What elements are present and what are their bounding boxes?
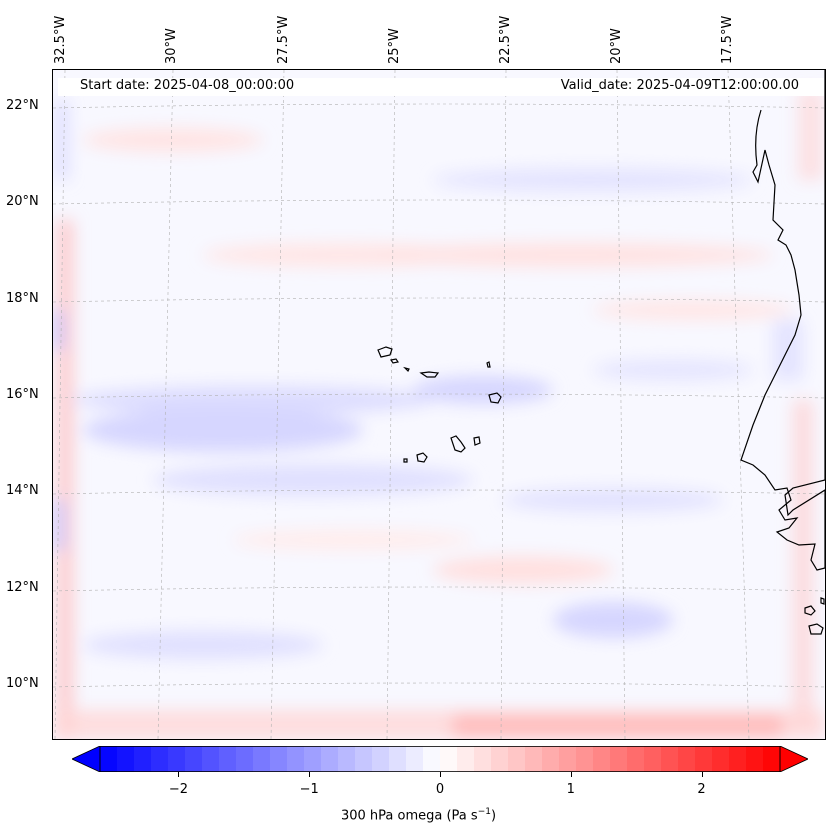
- lon-label: 30°W: [164, 28, 179, 64]
- lat-label: 14°N: [6, 483, 39, 498]
- colorbar-level: [576, 746, 594, 772]
- colorbar-level: [440, 746, 458, 772]
- variable-name: 300 hPa omega: [340, 808, 443, 824]
- colorbar-tick-label: −1: [299, 782, 319, 797]
- lon-label: 17.5°W: [720, 15, 735, 64]
- coastal-islands: [804, 597, 825, 635]
- island-outlines: [377, 346, 502, 463]
- colorbar-level: [253, 746, 271, 772]
- omega-field-map: [53, 70, 825, 739]
- colorbar-level: [491, 746, 509, 772]
- colorbar-level: [423, 746, 441, 772]
- colorbar-level: [525, 746, 543, 772]
- map-plot-area: [52, 69, 826, 740]
- colorbar-level: [474, 746, 492, 772]
- colorbar-level: [457, 746, 475, 772]
- colorbar-level: [219, 746, 237, 772]
- colorbar-level: [321, 746, 339, 772]
- lon-label: 22.5°W: [498, 15, 513, 64]
- colorbar-level: [678, 746, 696, 772]
- colorbar-tick-label: 1: [566, 782, 575, 797]
- colorbar-level: [746, 746, 764, 772]
- lat-label: 22°N: [6, 98, 39, 113]
- lat-label: 12°N: [6, 580, 39, 595]
- colorbar-level: [593, 746, 611, 772]
- colorbar-level: [542, 746, 560, 772]
- colorbar-tick-label: 0: [435, 782, 445, 797]
- colorbar-level: [134, 746, 152, 772]
- valid-date-label: Valid_date: 2025-04-09T12:00:00.00: [558, 78, 801, 93]
- colorbar: [72, 746, 808, 772]
- units: Pa s: [451, 808, 478, 824]
- omega-shading: [53, 90, 825, 739]
- colorbar-level: [185, 746, 203, 772]
- lon-label: 27.5°W: [276, 15, 291, 64]
- colorbar-tick-label: −2: [168, 782, 189, 797]
- colorbar-level: [372, 746, 390, 772]
- colorbar-label: 300 hPa omega (Pa s−1): [340, 807, 497, 824]
- lon-label: 32.5°W: [53, 15, 68, 64]
- colorbar-level: [712, 746, 730, 772]
- colorbar-level: [100, 746, 118, 772]
- colorbar-levels: [100, 746, 781, 772]
- colorbar-level: [338, 746, 356, 772]
- lon-label: 25°W: [387, 28, 402, 64]
- colorbar-level: [236, 746, 254, 772]
- colorbar-level: [559, 746, 577, 772]
- colorbar-level: [610, 746, 628, 772]
- colorbar-level: [270, 746, 288, 772]
- lat-label: 18°N: [6, 291, 39, 306]
- colorbar-tick-mark: [309, 772, 311, 777]
- colorbar-level: [287, 746, 305, 772]
- colorbar-tick-label: 2: [697, 782, 706, 797]
- colorbar-extend-max: [779, 746, 808, 772]
- colorbar-level: [644, 746, 662, 772]
- coastline: [740, 70, 825, 571]
- colorbar-tick-mark: [701, 772, 703, 777]
- colorbar-outline: [99, 746, 781, 772]
- colorbar-level: [695, 746, 713, 772]
- colorbar-level: [406, 746, 424, 772]
- colorbar-level: [627, 746, 645, 772]
- graticule: [53, 70, 825, 739]
- colorbar-tick-mark: [440, 772, 441, 777]
- colorbar-level: [389, 746, 407, 772]
- colorbar-level: [304, 746, 322, 772]
- colorbar-extend-min: [72, 746, 101, 772]
- colorbar-level: [729, 746, 747, 772]
- units-exponent: −1: [477, 807, 491, 817]
- lat-label: 10°N: [6, 676, 39, 691]
- colorbar-level: [151, 746, 169, 772]
- colorbar-tick-mark: [570, 772, 572, 777]
- colorbar-level: [763, 746, 781, 772]
- start-date-label: Start date: 2025-04-08_00:00:00: [78, 78, 297, 93]
- colorbar-level: [508, 746, 526, 772]
- colorbar-level: [117, 746, 135, 772]
- colorbar-level: [661, 746, 679, 772]
- colorbar-tick-mark: [178, 772, 180, 777]
- colorbar-level: [168, 746, 186, 772]
- lat-label: 20°N: [6, 194, 39, 209]
- lat-label: 16°N: [6, 387, 39, 402]
- lon-label: 20°W: [609, 28, 624, 64]
- colorbar-level: [355, 746, 373, 772]
- colorbar-level: [202, 746, 220, 772]
